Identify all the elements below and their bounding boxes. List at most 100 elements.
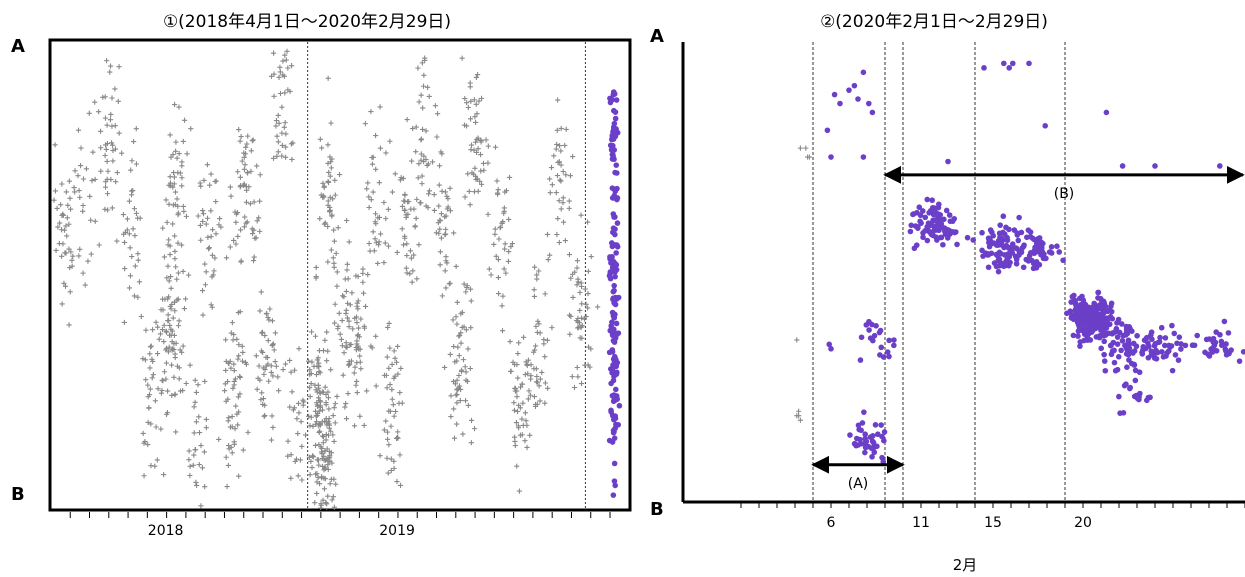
chart-panel-2: ②(2020年2月1日～2月29日) A B 6 11 15 20 (A) (B) 2月 <box>650 12 1245 574</box>
data-point <box>202 378 208 384</box>
data-point <box>67 264 73 271</box>
data-point <box>537 398 543 404</box>
data-point <box>485 211 491 217</box>
data-point <box>385 324 391 331</box>
data-point <box>271 347 277 353</box>
data-point <box>375 260 381 267</box>
data-point <box>1081 309 1087 315</box>
data-point <box>328 247 334 253</box>
data-point <box>473 101 479 107</box>
data-point <box>328 165 334 171</box>
data-point <box>140 430 146 437</box>
data-point <box>1107 313 1114 320</box>
data-point <box>300 397 306 403</box>
data-point <box>53 247 59 254</box>
data-point <box>863 438 870 445</box>
data-point <box>324 422 330 428</box>
data-point <box>126 285 133 291</box>
data-point <box>224 483 230 490</box>
data-point <box>480 160 487 167</box>
data-point <box>537 376 544 382</box>
data-point <box>920 234 926 241</box>
data-point <box>197 222 204 229</box>
data-point <box>423 203 429 209</box>
data-point <box>395 435 401 441</box>
data-point <box>77 194 83 200</box>
data-point <box>1006 65 1012 71</box>
data-point <box>325 160 331 167</box>
data-point <box>1126 357 1132 363</box>
data-point <box>104 140 111 147</box>
data-point <box>996 249 1003 256</box>
data-point <box>247 201 254 207</box>
data-point <box>360 279 366 285</box>
data-point <box>1009 241 1016 247</box>
data-point <box>59 181 65 187</box>
data-point <box>325 259 331 265</box>
data-point <box>419 60 425 66</box>
data-point <box>168 332 174 338</box>
data-point <box>80 270 86 276</box>
data-point <box>243 199 250 205</box>
data-point <box>544 337 551 343</box>
data-point <box>124 216 131 222</box>
data-point <box>507 339 513 345</box>
data-point <box>200 207 206 214</box>
data-point <box>265 314 271 321</box>
data-point <box>327 481 333 487</box>
data-point <box>155 324 161 330</box>
data-point <box>475 71 481 78</box>
data-point <box>395 343 401 350</box>
data-point <box>563 126 569 133</box>
data-point <box>824 127 831 134</box>
data-point <box>562 237 568 244</box>
data-point <box>343 416 350 422</box>
data-point <box>313 273 319 280</box>
data-point <box>164 219 170 225</box>
data-point <box>828 154 834 160</box>
data-point <box>169 362 175 368</box>
data-point <box>83 166 90 172</box>
data-point <box>881 429 888 435</box>
data-point <box>1108 351 1115 358</box>
data-point <box>582 286 588 292</box>
data-point <box>526 388 532 394</box>
data-point <box>527 392 533 398</box>
data-point <box>531 293 538 300</box>
data-point <box>1112 367 1119 374</box>
data-point <box>383 418 389 424</box>
data-point <box>432 103 438 109</box>
data-point <box>173 340 179 346</box>
data-point <box>457 397 463 404</box>
data-point <box>877 352 883 358</box>
data-point <box>213 178 219 184</box>
data-point <box>331 438 337 445</box>
data-point <box>386 365 392 371</box>
data-point <box>421 72 427 78</box>
data-point <box>501 210 507 216</box>
data-point <box>295 473 301 479</box>
data-point <box>468 142 475 148</box>
data-point <box>233 219 239 225</box>
data-point <box>318 513 323 518</box>
data-point <box>342 276 348 282</box>
data-point <box>243 144 249 150</box>
data-point <box>608 260 614 266</box>
data-point <box>262 402 268 408</box>
data-point <box>404 252 410 259</box>
data-point <box>851 82 858 89</box>
data-point <box>397 177 404 183</box>
data-point <box>468 325 474 331</box>
data-point <box>377 453 383 459</box>
data-point <box>161 322 167 328</box>
data-point <box>281 124 287 130</box>
data-point <box>288 369 294 375</box>
data-point <box>614 242 620 248</box>
data-point <box>274 133 280 139</box>
data-point <box>519 432 525 438</box>
data-point <box>133 161 140 167</box>
data-point <box>160 225 166 231</box>
data-point <box>52 188 59 194</box>
data-point <box>330 255 336 261</box>
data-point <box>611 416 617 423</box>
